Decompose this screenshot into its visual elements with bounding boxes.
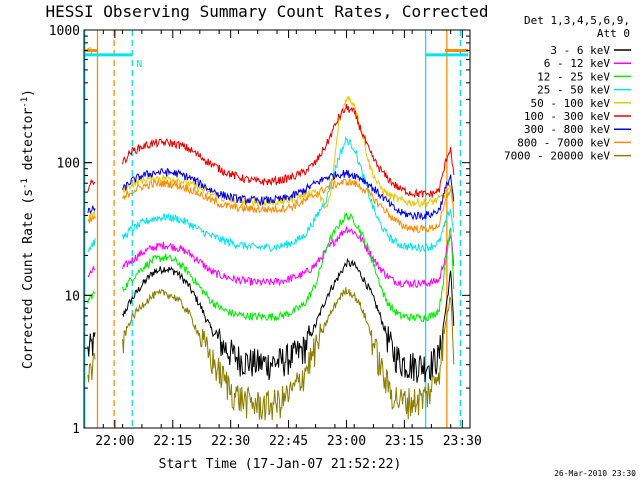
legend-header-line-1: Det 1,3,4,5,6,9, <box>524 14 630 27</box>
y-tick-label: 1 <box>72 422 80 437</box>
legend-entry-label: 300 - 800 keV <box>524 123 610 136</box>
x-tick-label: 22:30 <box>211 434 250 449</box>
series-0 <box>87 257 455 383</box>
series-6 <box>87 167 455 221</box>
series-line <box>87 178 96 192</box>
legend-entry-label: 100 - 300 keV <box>524 110 610 123</box>
series-4 <box>87 95 455 222</box>
x-tick-label: 22:15 <box>153 434 192 449</box>
series-7 <box>87 176 455 234</box>
series-line <box>122 212 455 323</box>
series-line <box>122 167 455 221</box>
x-tick-label: 22:00 <box>95 434 134 449</box>
chart-title: HESSI Observing Summary Count Rates, Cor… <box>45 2 488 21</box>
series-line <box>122 135 455 253</box>
legend-entry-label: 3 - 6 keV <box>550 44 610 57</box>
series-line <box>122 287 455 421</box>
series-line <box>122 257 455 383</box>
x-tick-label: 22:45 <box>269 434 308 449</box>
series-line <box>87 265 96 278</box>
x-tick-label: 23:30 <box>443 434 482 449</box>
series-line <box>122 103 455 199</box>
series-2 <box>87 212 455 323</box>
y-axis: 1 10 100 1000 <box>49 24 470 437</box>
legend-entry-label: 25 - 50 keV <box>537 84 610 97</box>
series-line <box>87 205 96 215</box>
series-line <box>87 211 96 222</box>
series-line <box>122 226 455 289</box>
date-stamp: 26-Mar-2010 23:30 <box>554 469 636 478</box>
series-line <box>87 290 96 304</box>
x-tick-label: 23:15 <box>385 434 424 449</box>
series-8 <box>87 287 455 421</box>
series-1 <box>87 226 455 289</box>
series-line <box>122 95 455 214</box>
series-line <box>87 238 96 253</box>
legend-entry-label: 6 - 12 keV <box>544 57 611 70</box>
series-line <box>87 352 96 383</box>
series-layer <box>87 95 455 421</box>
series-3 <box>87 135 455 253</box>
series-line <box>87 214 96 225</box>
flag-bar-label: S <box>87 47 93 58</box>
legend-entry-label: 7000 - 20000 keV <box>504 150 610 163</box>
legend-entry-label: 12 - 25 keV <box>537 70 610 83</box>
y-tick-label: 1000 <box>49 24 80 39</box>
legend-entry-label: 50 - 100 keV <box>531 97 611 110</box>
y-tick-label: 100 <box>57 157 80 172</box>
plot-area: SN <box>84 30 469 428</box>
y-tick-label: 10 <box>64 289 80 304</box>
x-axis: 22:00 22:15 22:30 22:45 23:00 23:15 23:30 <box>83 30 482 449</box>
x-axis-label: Start Time (17-Jan-07 21:52:22) <box>159 457 402 472</box>
series-5 <box>87 103 455 199</box>
y-axis-label: Corrected Count Rate (s-1 detector-1) <box>20 89 36 369</box>
legend-entry-label: 800 - 7000 keV <box>517 136 610 149</box>
series-line <box>87 332 96 357</box>
x-tick-label: 23:00 <box>327 434 366 449</box>
flag-bar-label: N <box>136 59 142 70</box>
legend-header-line-2: Att 0 <box>597 27 630 40</box>
series-line <box>122 176 455 234</box>
